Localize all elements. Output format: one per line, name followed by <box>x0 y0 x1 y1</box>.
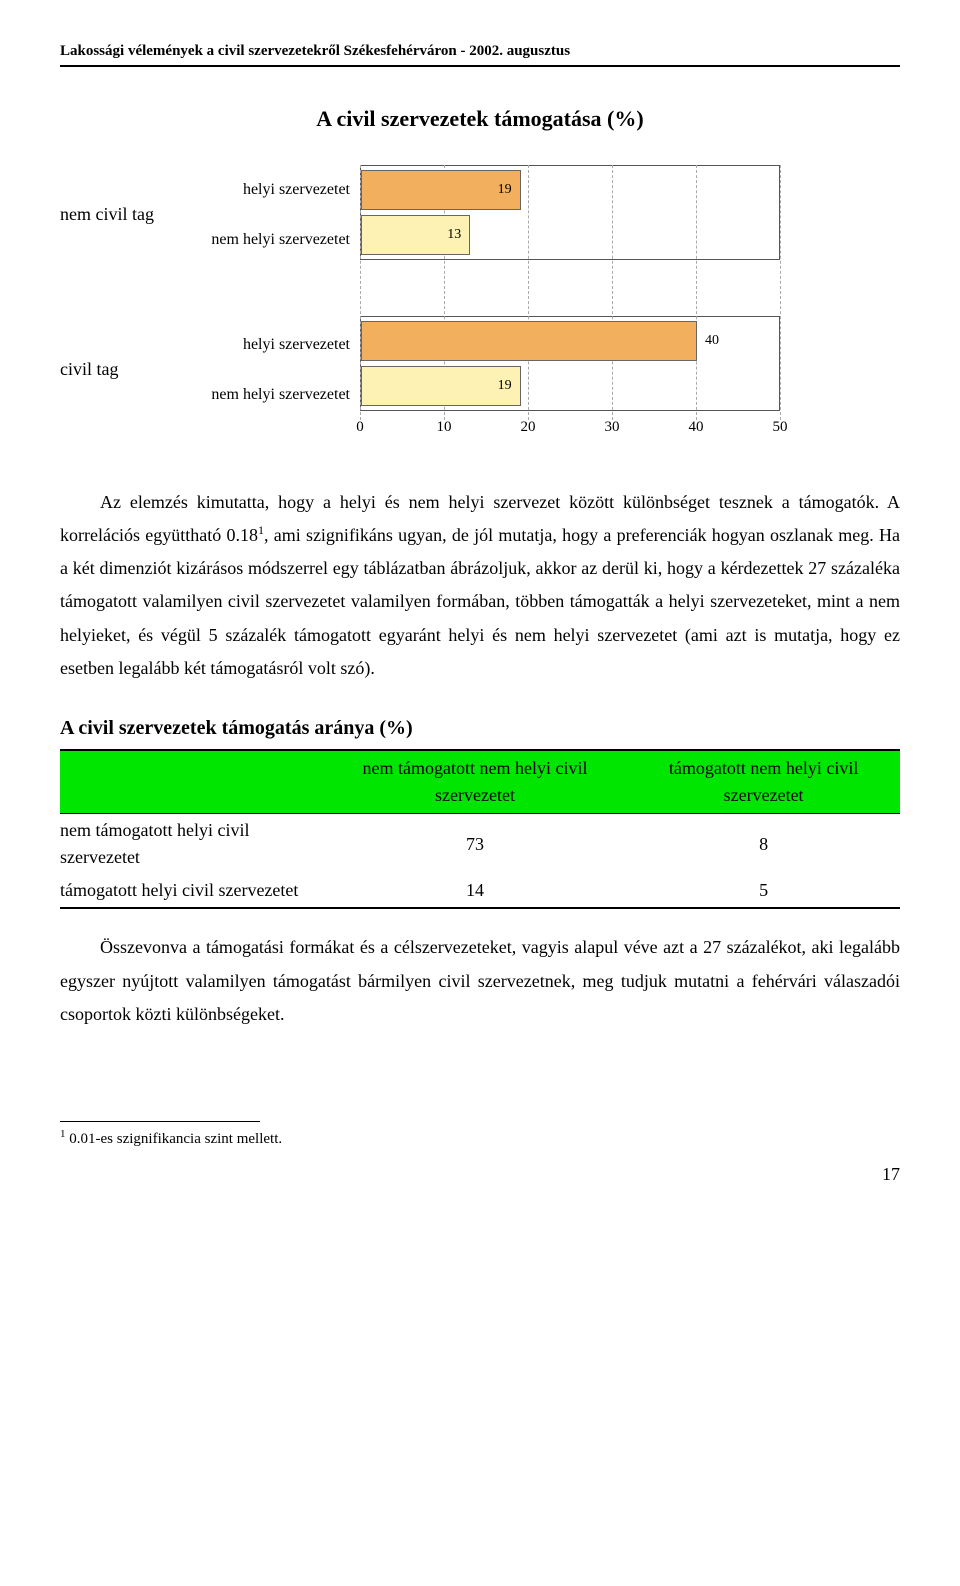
table-column-header: nem támogatott nem helyi civil szervezet… <box>323 750 627 814</box>
chart-series-label: nem helyi szervezetet <box>190 370 360 420</box>
table-title: A civil szervezetek támogatás aránya (%) <box>60 713 900 743</box>
chart-group-labels: nem civil tag civil tag <box>60 165 190 441</box>
table-cell: 8 <box>627 814 900 875</box>
chart-group-label: nem civil tag <box>60 165 190 265</box>
page-number: 17 <box>60 1161 900 1188</box>
footnote-text: 0.01-es szignifikancia szint mellett. <box>66 1131 283 1147</box>
chart-bar: 13 <box>361 215 470 255</box>
chart-bar: 19 <box>361 170 521 210</box>
chart-series-label: nem helyi szervezetet <box>190 215 360 265</box>
chart-title: A civil szervezetek támogatása (%) <box>60 102 900 135</box>
footnote-separator <box>60 1121 260 1122</box>
table-cell: 14 <box>323 874 627 908</box>
chart-bar-group: 1913 <box>360 165 780 260</box>
body-paragraph-2: Összevonva a támogatási formákat és a cé… <box>60 931 900 1031</box>
chart-bar-value: 40 <box>705 330 719 351</box>
table-cell: 73 <box>323 814 627 875</box>
chart-bar-group: 40 19 <box>360 316 780 411</box>
support-table: nem támogatott nem helyi civil szervezet… <box>60 749 900 909</box>
footnote: 1 0.01-es szignifikancia szint mellett. <box>60 1126 900 1151</box>
chart-series-label: helyi szervezetet <box>190 320 360 370</box>
body-paragraph-1: Az elemzés kimutatta, hogy a helyi és ne… <box>60 486 900 686</box>
chart-x-axis: 01020304050 <box>360 416 780 441</box>
chart-tick: 30 <box>605 416 620 439</box>
chart-bar: 19 <box>361 366 521 406</box>
bar-chart: nem civil tag civil tag helyi szervezetet… <box>60 165 900 441</box>
chart-series-label: helyi szervezetet <box>190 165 360 215</box>
paragraph-text: Összevonva a támogatási formákat és a cé… <box>60 931 900 1031</box>
table-column-header: támogatott nem helyi civil szervezetet <box>627 750 900 814</box>
chart-tick: 10 <box>437 416 452 439</box>
chart-tick: 20 <box>521 416 536 439</box>
chart-bars: 19134019 <box>360 165 780 411</box>
table-row-header: támogatott helyi civil szervezetet <box>60 874 323 908</box>
chart-group-label: civil tag <box>60 320 190 420</box>
chart-plot: 19134019 01020304050 <box>360 165 820 441</box>
table-row-header: nem támogatott helyi civil szervezetet <box>60 814 323 875</box>
chart-tick: 0 <box>356 416 364 439</box>
page-header: Lakossági vélemények a civil szervezetek… <box>60 40 900 67</box>
paragraph-text: , ami szignifikáns ugyan, de jól mutatja… <box>60 525 900 678</box>
chart-tick: 40 <box>689 416 704 439</box>
chart-series-labels: helyi szervezetetnem helyi szervezetethe… <box>190 165 360 441</box>
chart-tick: 50 <box>773 416 788 439</box>
chart-bar <box>361 321 697 361</box>
table-cell: 5 <box>627 874 900 908</box>
